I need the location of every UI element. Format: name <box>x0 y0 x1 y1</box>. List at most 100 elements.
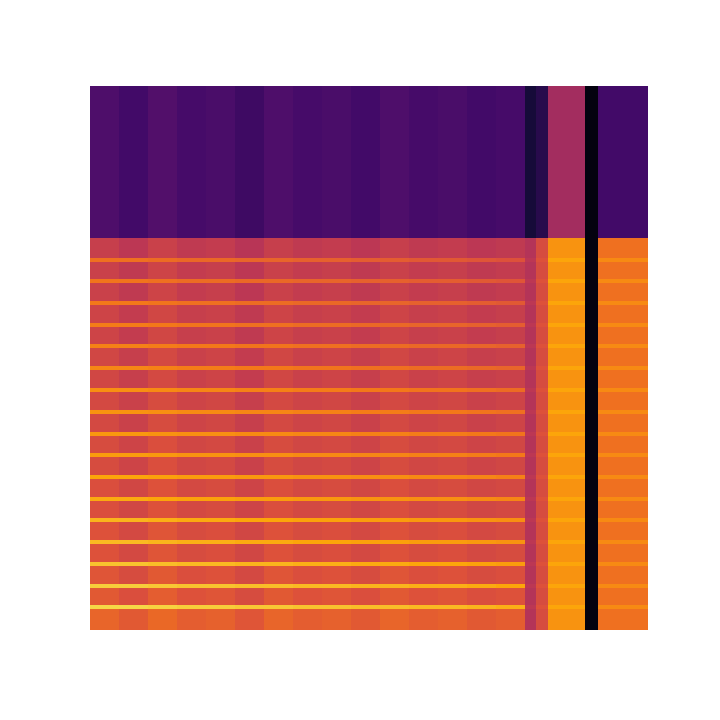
heatmap-cell <box>177 258 206 262</box>
heatmap-cell <box>119 301 148 305</box>
heatmap-cell <box>322 518 351 522</box>
heatmap-cell <box>585 544 598 562</box>
heatmap-cell <box>293 344 322 348</box>
heatmap-cell <box>536 588 548 605</box>
heatmap-cell <box>409 344 438 348</box>
heatmap-cell <box>438 540 467 544</box>
heatmap-cell <box>496 410 525 414</box>
heatmap-cell <box>585 279 598 283</box>
heatmap-cell <box>438 327 467 344</box>
heatmap-cell <box>496 348 525 366</box>
heatmap-cell <box>409 479 438 497</box>
heatmap-cell <box>206 522 235 540</box>
heatmap-cell <box>536 283 548 301</box>
heatmap-cell <box>467 414 496 432</box>
heatmap-cell <box>496 540 525 544</box>
heatmap-cell <box>536 436 548 453</box>
heatmap-cell <box>598 238 648 258</box>
heatmap-cell <box>264 584 293 588</box>
heatmap-cell <box>598 414 648 432</box>
heatmap-cell <box>467 562 496 566</box>
heatmap-cell <box>235 86 264 238</box>
heatmap-cell <box>380 566 409 584</box>
heatmap-cell <box>409 584 438 588</box>
heatmap-cell <box>351 453 380 457</box>
heatmap-cell <box>264 540 293 544</box>
heatmap-cell <box>438 475 467 479</box>
heatmap-cell <box>467 238 496 258</box>
heatmap-cell <box>293 436 322 453</box>
heatmap-cell <box>438 366 467 370</box>
heatmap-cell <box>536 370 548 388</box>
heatmap-cell <box>496 479 525 497</box>
heatmap-cell <box>148 258 177 262</box>
heatmap-cell <box>525 453 536 457</box>
heatmap-cell <box>90 238 119 258</box>
heatmap-cell <box>351 327 380 344</box>
heatmap-cell <box>322 562 351 566</box>
heatmap-cell <box>467 457 496 475</box>
heatmap-cell <box>548 279 585 283</box>
heatmap-cell <box>264 479 293 497</box>
heatmap-cell <box>235 366 264 370</box>
heatmap-cell <box>467 327 496 344</box>
heatmap-cell <box>90 370 119 388</box>
heatmap-cell <box>585 414 598 432</box>
heatmap-cell <box>380 584 409 588</box>
heatmap-cell <box>119 457 148 475</box>
heatmap-cell <box>409 305 438 323</box>
heatmap-cell <box>293 432 322 436</box>
heatmap-cell <box>235 497 264 501</box>
heatmap-cell <box>177 366 206 370</box>
heatmap-cell <box>585 562 598 566</box>
heatmap-cell <box>598 258 648 262</box>
heatmap-cell <box>525 432 536 436</box>
heatmap-cell <box>585 605 598 609</box>
heatmap-cell <box>119 522 148 540</box>
heatmap-cell <box>351 305 380 323</box>
heatmap-cell <box>206 305 235 323</box>
heatmap-cell <box>322 501 351 518</box>
heatmap-cell <box>206 457 235 475</box>
heatmap-cell <box>322 262 351 279</box>
heatmap-cell <box>380 522 409 540</box>
heatmap-cell <box>409 436 438 453</box>
heatmap-cell <box>467 392 496 410</box>
heatmap-cell <box>380 475 409 479</box>
heatmap-cell <box>351 432 380 436</box>
heatmap-cell <box>536 323 548 327</box>
heatmap-cell <box>409 562 438 566</box>
heatmap-cell <box>322 370 351 388</box>
heatmap-cell <box>148 279 177 283</box>
heatmap-cell <box>496 258 525 262</box>
heatmap-cell <box>525 540 536 544</box>
heatmap-cell <box>536 566 548 584</box>
heatmap-cell <box>585 388 598 392</box>
heatmap-cell <box>90 279 119 283</box>
heatmap-cell <box>525 436 536 453</box>
heatmap-cell <box>148 544 177 562</box>
heatmap-cell <box>90 86 119 238</box>
heatmap-cell <box>536 410 548 414</box>
heatmap-cell <box>351 323 380 327</box>
heatmap-cell <box>438 348 467 366</box>
heatmap-cell <box>380 609 409 630</box>
heatmap-cell <box>438 479 467 497</box>
heatmap-cell <box>496 544 525 562</box>
heatmap-cell <box>235 562 264 566</box>
heatmap-cell <box>148 86 177 238</box>
heatmap-cell <box>598 327 648 344</box>
heatmap-cell <box>235 262 264 279</box>
heatmap-cell <box>467 432 496 436</box>
heatmap-cell <box>206 475 235 479</box>
heatmap-cell <box>585 501 598 518</box>
heatmap-cell <box>409 392 438 410</box>
heatmap-cell <box>548 518 585 522</box>
heatmap-cell <box>496 279 525 283</box>
heatmap-cell <box>438 457 467 475</box>
heatmap-cell <box>496 305 525 323</box>
heatmap-cell <box>351 562 380 566</box>
heatmap-cell <box>90 348 119 366</box>
heatmap-cell <box>90 301 119 305</box>
heatmap-cell <box>235 588 264 605</box>
